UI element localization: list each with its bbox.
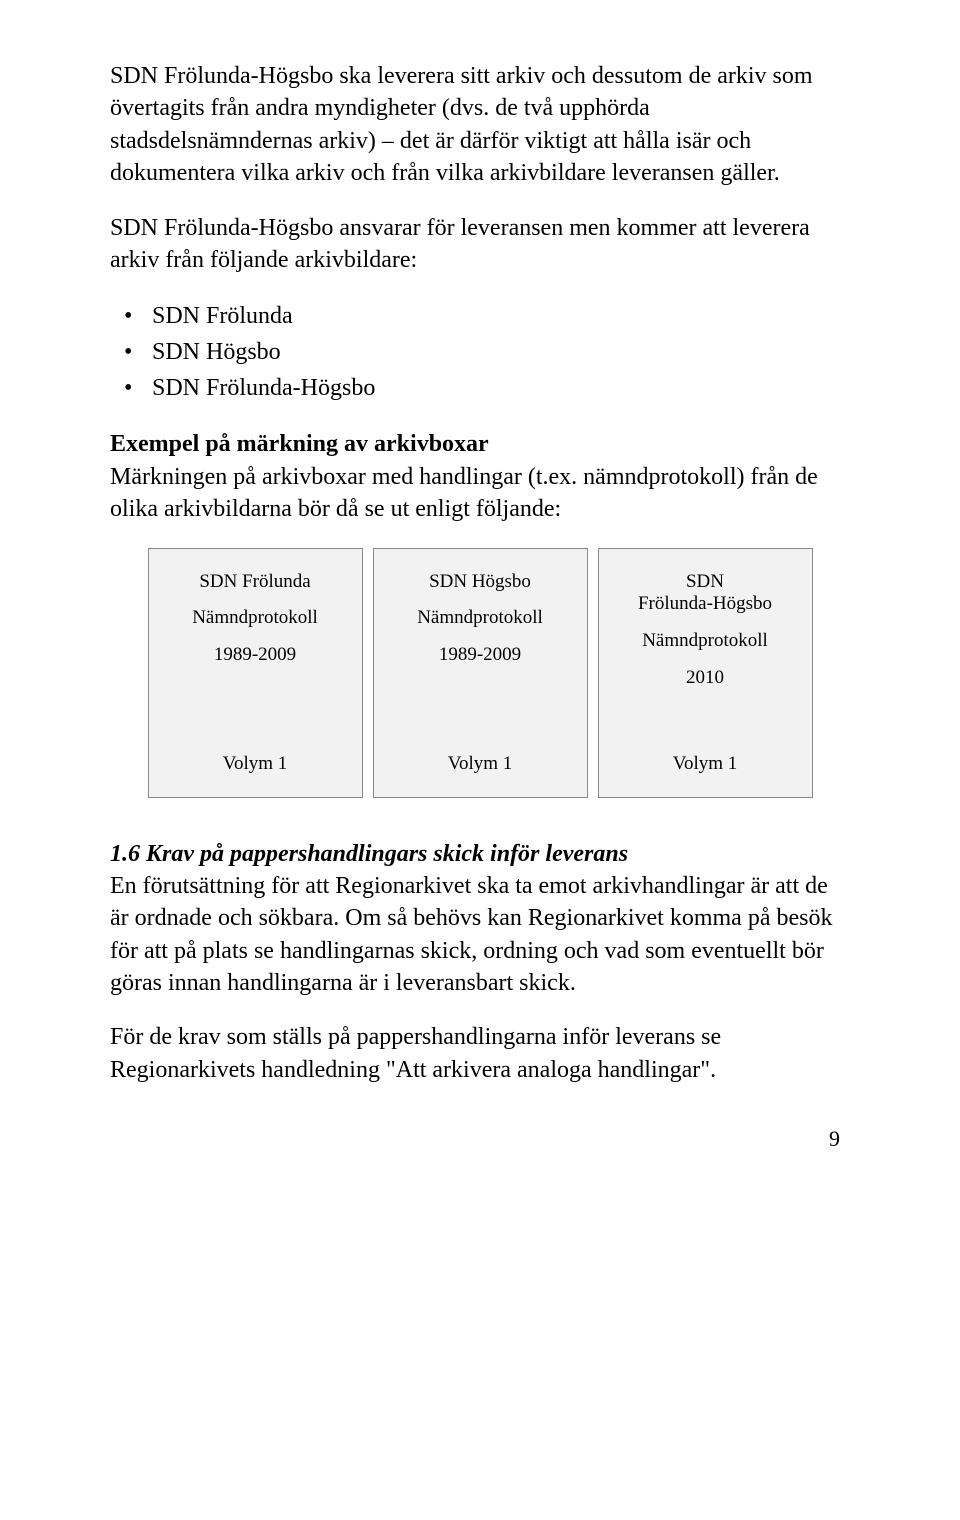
archive-box-figure: SDN Frölunda Nämndprotokoll 1989-2009 Vo… [110, 548, 850, 798]
box-top: SDN Högsbo Nämndprotokoll 1989-2009 [384, 571, 577, 667]
list-item: SDN Högsbo [152, 334, 850, 370]
paragraph: För de krav som ställs på pappershandlin… [110, 1021, 850, 1086]
list-item: SDN Frölunda [152, 298, 850, 334]
document-page: SDN Frölunda-Högsbo ska leverera sitt ar… [0, 0, 960, 1192]
paragraph: SDN Frölunda-Högsbo ansvarar för leveran… [110, 212, 850, 277]
box-volume: Volym 1 [384, 753, 577, 775]
box-title: SDN Frölunda [159, 571, 352, 594]
bullet-list: SDN Frölunda SDN Högsbo SDN Frölunda-Hög… [110, 298, 850, 406]
paragraph: Exempel på märkning av arkivboxar Märkni… [110, 428, 850, 525]
box-years: 2010 [609, 667, 802, 690]
box-subtitle: Nämndprotokoll [384, 607, 577, 630]
paragraph-text: Märkningen på arkivboxar med handlingar … [110, 464, 818, 522]
box-subtitle: Nämndprotokoll [609, 630, 802, 653]
paragraph-text: En förutsättning för att Regionarkivet s… [110, 873, 832, 996]
archive-box: SDN Frölunda Nämndprotokoll 1989-2009 Vo… [148, 548, 363, 798]
box-years: 1989-2009 [159, 644, 352, 667]
box-volume: Volym 1 [159, 753, 352, 775]
list-item: SDN Frölunda-Högsbo [152, 370, 850, 406]
section-block: 1.6 Krav på pappershandlingars skick inf… [110, 838, 850, 1000]
paragraph: SDN Frölunda-Högsbo ska leverera sitt ar… [110, 60, 850, 190]
box-years: 1989-2009 [384, 644, 577, 667]
archive-box: SDN Högsbo Nämndprotokoll 1989-2009 Voly… [373, 548, 588, 798]
section-heading: 1.6 Krav på pappershandlingars skick inf… [110, 841, 628, 867]
box-volume: Volym 1 [609, 753, 802, 775]
box-top: SDN Frölunda-Högsbo Nämndprotokoll 2010 [609, 571, 802, 690]
page-number: 9 [110, 1126, 850, 1152]
example-heading: Exempel på märkning av arkivboxar [110, 431, 489, 457]
box-title: SDN Högsbo [384, 571, 577, 594]
archive-box: SDN Frölunda-Högsbo Nämndprotokoll 2010 … [598, 548, 813, 798]
box-subtitle: Nämndprotokoll [159, 607, 352, 630]
box-top: SDN Frölunda Nämndprotokoll 1989-2009 [159, 571, 352, 667]
box-title: SDN Frölunda-Högsbo [609, 571, 802, 617]
